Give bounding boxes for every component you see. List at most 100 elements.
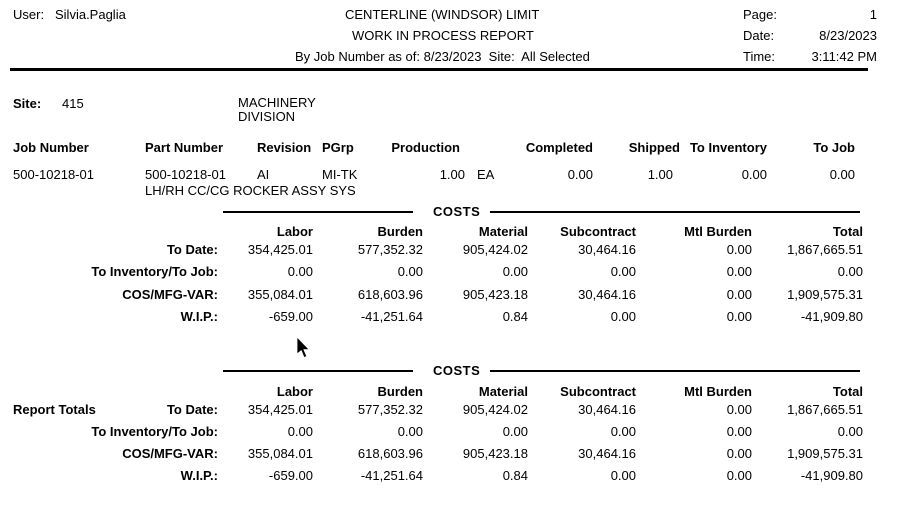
totals-cell: 0.00 bbox=[287, 424, 313, 439]
totals-cell: 0.00 bbox=[837, 424, 863, 439]
header-divider bbox=[10, 68, 868, 71]
cost-cell: 0.00 bbox=[287, 264, 313, 279]
report-criteria: By Job Number as of: 8/23/2023 Site: All… bbox=[295, 49, 590, 64]
cost-cell: 0.00 bbox=[837, 264, 863, 279]
cost-cell: 0.00 bbox=[502, 264, 528, 279]
cost-cell: 0.00 bbox=[726, 242, 752, 257]
cost-cell: -659.00 bbox=[268, 309, 313, 324]
totals-cell: 1,867,665.51 bbox=[787, 402, 863, 417]
cost-cell: 905,423.18 bbox=[462, 287, 528, 302]
totals-cell: 30,464.16 bbox=[578, 446, 636, 461]
totals-cell: 354,425.01 bbox=[247, 402, 313, 417]
revision-value: AI bbox=[257, 167, 270, 182]
totals-cell: 0.00 bbox=[726, 424, 752, 439]
totals-rule-left bbox=[223, 370, 413, 372]
totals-cell: 0.00 bbox=[726, 402, 752, 417]
totals-col-burden: Burden bbox=[377, 384, 424, 399]
totals-cell: 0.00 bbox=[726, 468, 752, 483]
company-name: CENTERLINE (WINDSOR) LIMIT bbox=[345, 7, 540, 22]
totals-cell: 0.00 bbox=[610, 468, 636, 483]
part-number-value: 500-10218-01 bbox=[145, 167, 226, 182]
cost-cell: -41,909.80 bbox=[800, 309, 863, 324]
cost-cell: 0.00 bbox=[726, 309, 752, 324]
totals-cell: -41,251.64 bbox=[360, 468, 423, 483]
cost-cell: 0.00 bbox=[397, 264, 423, 279]
cost-row-label: W.I.P.: bbox=[180, 309, 218, 324]
totals-cell: 355,084.01 bbox=[247, 446, 313, 461]
totals-row-label: W.I.P.: bbox=[180, 468, 218, 483]
date-value: 8/23/2023 bbox=[819, 28, 877, 43]
cost-cell: 618,603.96 bbox=[357, 287, 423, 302]
cost-cell: 905,424.02 bbox=[462, 242, 528, 257]
costs-rule-left bbox=[223, 211, 413, 213]
cost-row-label: To Date: bbox=[166, 242, 218, 257]
cost-cell: 0.00 bbox=[610, 264, 636, 279]
job-col-completed: Completed bbox=[525, 140, 593, 155]
cost-cell: 30,464.16 bbox=[578, 287, 636, 302]
cost-cell: 1,909,575.31 bbox=[787, 287, 863, 302]
cost-cell: 355,084.01 bbox=[247, 287, 313, 302]
part-description: LH/RH CC/CG ROCKER ASSY SYS bbox=[145, 183, 356, 198]
costs-col-subcontract: Subcontract bbox=[560, 224, 636, 239]
cost-cell: 0.84 bbox=[502, 309, 528, 324]
totals-col-subcontract: Subcontract bbox=[560, 384, 636, 399]
totals-cell: 0.00 bbox=[610, 424, 636, 439]
cost-cell: 0.00 bbox=[726, 264, 752, 279]
cost-row-label: COS/MFG-VAR: bbox=[122, 287, 218, 302]
to-inventory-value: 0.00 bbox=[741, 167, 767, 182]
production-qty-value: 1.00 bbox=[439, 167, 465, 182]
totals-cell: 0.00 bbox=[397, 424, 423, 439]
report-title: WORK IN PROCESS REPORT bbox=[352, 28, 534, 43]
costs-rule-right bbox=[490, 211, 860, 213]
totals-costs-title: COSTS bbox=[433, 363, 481, 378]
totals-col-material: Material bbox=[478, 384, 528, 399]
job-col-part-number: Part Number bbox=[145, 140, 224, 155]
costs-col-labor: Labor bbox=[276, 224, 313, 239]
job-col-pgrp: PGrp bbox=[322, 140, 354, 155]
cost-cell: 1,867,665.51 bbox=[787, 242, 863, 257]
totals-cell: 618,603.96 bbox=[357, 446, 423, 461]
totals-cell: 1,909,575.31 bbox=[787, 446, 863, 461]
totals-row-label: COS/MFG-VAR: bbox=[122, 446, 218, 461]
costs-col-mtl-burden: Mtl Burden bbox=[684, 224, 752, 239]
totals-col-labor: Labor bbox=[276, 384, 313, 399]
totals-col-mtl-burden: Mtl Burden bbox=[684, 384, 752, 399]
user-label: User: bbox=[13, 7, 45, 22]
costs-title: COSTS bbox=[433, 204, 481, 219]
totals-cell: 0.84 bbox=[502, 468, 528, 483]
job-number-value: 500-10218-01 bbox=[13, 167, 94, 182]
job-col-to-inventory: To Inventory bbox=[689, 140, 767, 155]
date-label: Date: bbox=[743, 28, 775, 43]
cost-cell: 30,464.16 bbox=[578, 242, 636, 257]
totals-cell: 577,352.32 bbox=[357, 402, 423, 417]
cost-cell: 0.00 bbox=[610, 309, 636, 324]
costs-col-burden: Burden bbox=[377, 224, 424, 239]
costs-col-material: Material bbox=[478, 224, 528, 239]
completed-value: 0.00 bbox=[567, 167, 593, 182]
page-label: Page: bbox=[743, 7, 777, 22]
cost-row-label: To Inventory/To Job: bbox=[91, 264, 218, 279]
job-col-revision: Revision bbox=[257, 140, 312, 155]
user-value: Silvia.Paglia bbox=[55, 7, 126, 22]
totals-cell: 905,423.18 bbox=[462, 446, 528, 461]
report-totals-label: Report Totals bbox=[13, 402, 96, 417]
time-value: 3:11:42 PM bbox=[811, 49, 877, 64]
job-col-job-number: Job Number bbox=[13, 140, 89, 155]
totals-col-total: Total bbox=[832, 384, 863, 399]
totals-cell: 30,464.16 bbox=[578, 402, 636, 417]
totals-cell: 905,424.02 bbox=[462, 402, 528, 417]
to-job-value: 0.00 bbox=[829, 167, 855, 182]
costs-col-total: Total bbox=[832, 224, 863, 239]
totals-cell: -41,909.80 bbox=[800, 468, 863, 483]
cost-cell: 0.00 bbox=[726, 287, 752, 302]
mouse-cursor bbox=[296, 337, 311, 359]
totals-row-label: To Inventory/To Job: bbox=[91, 424, 218, 439]
cost-cell: 354,425.01 bbox=[247, 242, 313, 257]
totals-cell: 0.00 bbox=[502, 424, 528, 439]
cost-cell: -41,251.64 bbox=[360, 309, 423, 324]
job-col-production: Production bbox=[391, 140, 460, 155]
pgrp-value: MI-TK bbox=[322, 167, 358, 182]
cost-cell: 577,352.32 bbox=[357, 242, 423, 257]
totals-cell: 0.00 bbox=[726, 446, 752, 461]
